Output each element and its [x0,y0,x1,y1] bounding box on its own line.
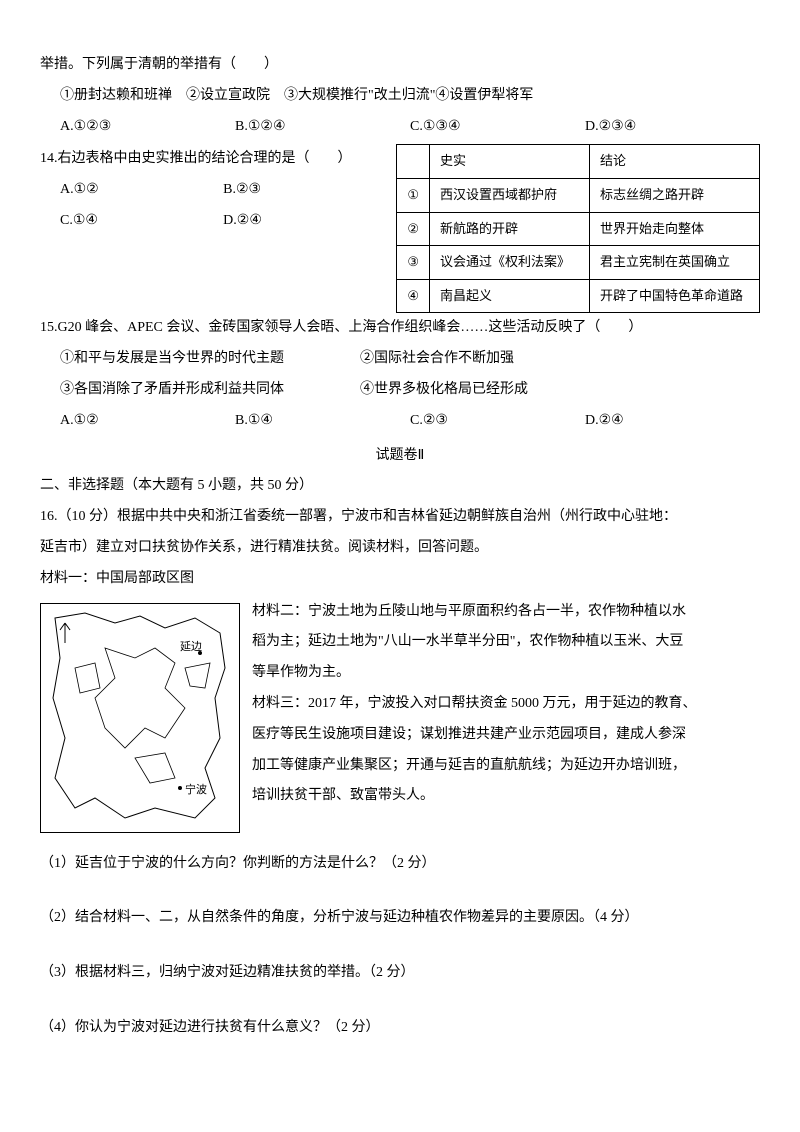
th-blank [397,145,430,179]
th-fact: 史实 [430,145,590,179]
q15-sub-row1: ①和平与发展是当今世界的时代主题 ②国际社会合作不断加强 [40,344,760,375]
q-qing-measures: 举措。下列属于清朝的举措有（ ） ①册封达赖和班禅 ②设立宣政院 ③大规模推行"… [40,50,760,142]
q-options: A.①②③ B.①②④ C.①③④ D.②③④ [40,112,760,143]
opt-c[interactable]: C.①③④ [410,112,585,143]
map-label-yanbian: 延边 [180,640,202,653]
q16-m2-p3: 等旱作物为主。 [252,658,760,689]
table-row: ② 新航路的开辟 世界开始走向整体 [397,212,760,246]
q16-m1-title: 材料一：中国局部政区图 [40,564,760,595]
section2-title: 试题卷Ⅱ [40,441,760,472]
th-conclusion: 结论 [590,145,760,179]
q15-s3: ③各国消除了矛盾并形成利益共同体 [60,375,360,406]
q14-opt-a[interactable]: A.①② [60,175,223,206]
q15-sub-row2: ③各国消除了矛盾并形成利益共同体 ④世界多极化格局已经形成 [40,375,760,406]
opt-a[interactable]: A.①②③ [60,112,235,143]
q16-body: 延边 宁波 材料二：宁波土地为丘陵山地与平原面积约各占一半，农作物种植以水 稻为… [40,597,760,833]
q16-m2-p2: 稻为主；延边土地为"八山一水半草半分田"，农作物种植以玉米、大豆 [252,627,760,658]
cell-num: ③ [397,246,430,280]
cell-num: ② [397,212,430,246]
q14-opt-b[interactable]: B.②③ [223,175,386,206]
q-sub-items: ①册封达赖和班禅 ②设立宣政院 ③大规模推行"改土归流"④设置伊犁将军 [40,81,760,112]
map-figure: 延边 宁波 [40,603,240,833]
q14-opts-row2: C.①④ D.②④ [40,206,386,237]
cell-num: ① [397,178,430,212]
q-stem-line1: 举措。下列属于清朝的举措有（ ） [40,50,760,81]
q14-stem: 14.右边表格中由史实推出的结论合理的是（ ） [40,144,386,175]
q16-m3-p4: 培训扶贫干部、致富带头人。 [252,781,760,812]
opt-d[interactable]: D.②③④ [585,112,760,143]
q15-opt-c[interactable]: C.②③ [410,406,585,437]
q16-stem-line1: 16.（10 分）根据中共中央和浙江省委统一部署，宁波市和吉林省延边朝鲜族自治州… [40,502,760,533]
q16-sq2: （2）结合材料一、二，从自然条件的角度，分析宁波与延边种植农作物差异的主要原因。… [40,903,760,934]
q16: 16.（10 分）根据中共中央和浙江省委统一部署，宁波市和吉林省延边朝鲜族自治州… [40,502,760,1044]
table-row: ④ 南昌起义 开辟了中国特色革命道路 [397,279,760,313]
q16-m2-p1: 材料二：宁波土地为丘陵山地与平原面积约各占一半，农作物种植以水 [252,597,760,628]
table-row: ③ 议会通过《权利法案》 君主立宪制在英国确立 [397,246,760,280]
section2-desc: 二、非选择题（本大题有 5 小题，共 50 分） [40,471,760,502]
cell-fact: 议会通过《权利法案》 [430,246,590,280]
cell-conc: 君主立宪制在英国确立 [590,246,760,280]
cell-fact: 西汉设置西域都护府 [430,178,590,212]
north-arrow-icon [60,623,70,643]
q14: 史实 结论 ① 西汉设置西域都护府 标志丝绸之路开辟 ② 新航路的开辟 世界开始… [40,144,760,313]
q14-opts-row1: A.①② B.②③ [40,175,386,206]
q15-opt-b[interactable]: B.①④ [235,406,410,437]
cell-num: ④ [397,279,430,313]
q15-opt-d[interactable]: D.②④ [585,406,760,437]
q15-s1: ①和平与发展是当今世界的时代主题 [60,344,360,375]
cell-conc: 标志丝绸之路开辟 [590,178,760,212]
q16-m3-p2: 医疗等民生设施项目建设；谋划推进共建产业示范园项目，建成人参深 [252,720,760,751]
map-label-ningbo: 宁波 [185,782,207,796]
q16-m3-p3: 加工等健康产业集聚区；开通与延吉的直航航线；为延边开办培训班， [252,751,760,782]
q15-options: A.①② B.①④ C.②③ D.②④ [40,406,760,437]
q14-table: 史实 结论 ① 西汉设置西域都护府 标志丝绸之路开辟 ② 新航路的开辟 世界开始… [396,144,760,313]
q15: 15.G20 峰会、APEC 会议、金砖国家领导人会晤、上海合作组织峰会……这些… [40,313,760,436]
q16-m3-p1: 材料三：2017 年，宁波投入对口帮扶资金 5000 万元，用于延边的教育、 [252,689,760,720]
cell-fact: 南昌起义 [430,279,590,313]
q15-s2: ②国际社会合作不断加强 [360,344,514,375]
q14-opt-c[interactable]: C.①④ [60,206,223,237]
cell-conc: 开辟了中国特色革命道路 [590,279,760,313]
q16-sq3: （3）根据材料三，归纳宁波对延边精准扶贫的举措。（2 分） [40,958,760,989]
q16-stem-line2: 延吉市）建立对口扶贫协作关系，进行精准扶贫。阅读材料，回答问题。 [40,533,760,564]
map-sketch: 延边 宁波 [45,608,235,828]
q16-sq1: （1）延吉位于宁波的什么方向？你判断的方法是什么？（2 分） [40,849,760,880]
opt-b[interactable]: B.①②④ [235,112,410,143]
q16-sq4: （4）你认为宁波对延边进行扶贫有什么意义？（2 分） [40,1013,760,1044]
cell-fact: 新航路的开辟 [430,212,590,246]
q15-opt-a[interactable]: A.①② [60,406,235,437]
q15-stem: 15.G20 峰会、APEC 会议、金砖国家领导人会晤、上海合作组织峰会……这些… [40,313,760,344]
q14-opt-d[interactable]: D.②④ [223,206,386,237]
q16-materials: 材料二：宁波土地为丘陵山地与平原面积约各占一半，农作物种植以水 稻为主；延边土地… [252,597,760,813]
table-row: ① 西汉设置西域都护府 标志丝绸之路开辟 [397,178,760,212]
q15-s4: ④世界多极化格局已经形成 [360,375,528,406]
cell-conc: 世界开始走向整体 [590,212,760,246]
